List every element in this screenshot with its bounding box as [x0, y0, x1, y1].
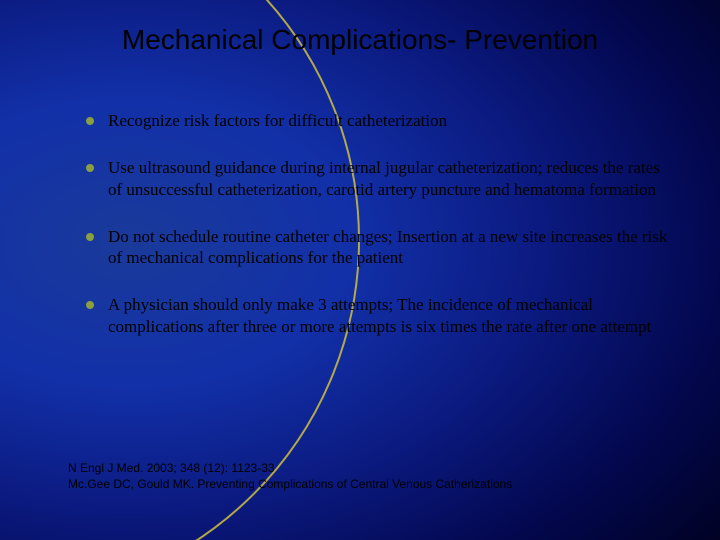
bullet-list: Recognize risk factors for difficult cat…	[86, 110, 672, 363]
bullet-icon	[86, 117, 94, 125]
slide-title: Mechanical Complications- Prevention	[0, 24, 720, 56]
bullet-text: Do not schedule routine catheter changes…	[108, 226, 672, 269]
bullet-icon	[86, 301, 94, 309]
list-item: Use ultrasound guidance during internal …	[86, 157, 672, 200]
references: N Engl J Med. 2003; 348 (12): 1123-33 Mc…	[68, 460, 512, 492]
list-item: Recognize risk factors for difficult cat…	[86, 110, 672, 131]
list-item: A physician should only make 3 attempts;…	[86, 294, 672, 337]
reference-line: Mc.Gee DC, Gould MK. Preventing Complica…	[68, 476, 512, 492]
reference-line: N Engl J Med. 2003; 348 (12): 1123-33	[68, 460, 512, 476]
bullet-text: A physician should only make 3 attempts;…	[108, 294, 672, 337]
bullet-text: Recognize risk factors for difficult cat…	[108, 110, 447, 131]
list-item: Do not schedule routine catheter changes…	[86, 226, 672, 269]
bullet-icon	[86, 233, 94, 241]
slide: Mechanical Complications- Prevention Rec…	[0, 0, 720, 540]
bullet-text: Use ultrasound guidance during internal …	[108, 157, 672, 200]
bullet-icon	[86, 164, 94, 172]
